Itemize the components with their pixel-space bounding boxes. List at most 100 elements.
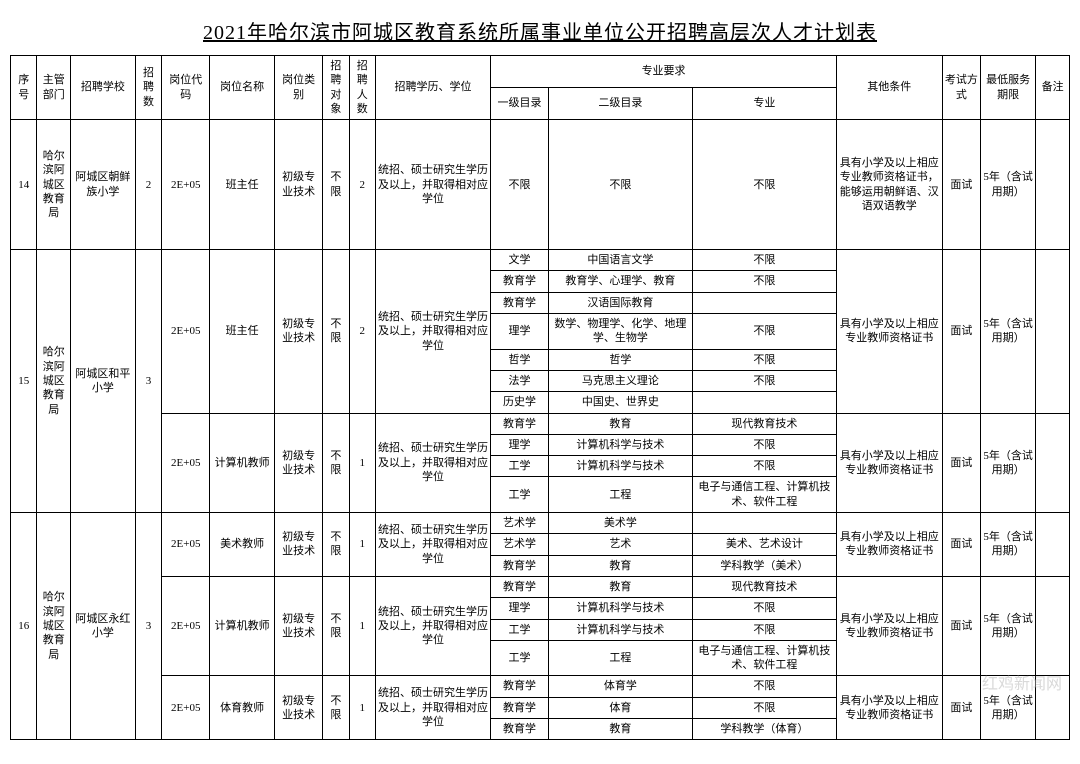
cell-code: 2E+05 (162, 513, 210, 577)
table-row: 2E+05 计算机教师 初级专业技术 不限 1 统招、硕士研究生学历及以上，并取… (11, 413, 1070, 434)
cell-l1: 哲学 (491, 349, 549, 370)
cell-l3: 不限 (692, 676, 836, 697)
h-posname: 岗位名称 (210, 56, 275, 120)
cell-note (1036, 413, 1070, 512)
cell-l1: 理学 (491, 314, 549, 350)
cell-exam: 面试 (942, 413, 980, 512)
cell-dept: 哈尔滨阿城区教育局 (37, 120, 71, 250)
cell-term: 5年（含试用期） (981, 120, 1036, 250)
h-l3: 专业 (692, 88, 836, 120)
cell-l2: 中国史、世界史 (548, 392, 692, 413)
cell-degree: 统招、硕士研究生学历及以上，并取得相对应学位 (375, 250, 490, 413)
cell-term: 5年（含试用期） (981, 676, 1036, 740)
cell-l2: 中国语言文学 (548, 250, 692, 271)
cell-term: 5年（含试用期） (981, 513, 1036, 577)
cell-l2: 汉语国际教育 (548, 292, 692, 313)
cell-postype: 初级专业技术 (275, 413, 323, 512)
cell-code: 2E+05 (162, 576, 210, 675)
cell-school: 阿城区和平小学 (71, 250, 136, 513)
cell-exam: 面试 (942, 676, 980, 740)
cell-postype: 初级专业技术 (275, 250, 323, 413)
cell-l1: 教育学 (491, 292, 549, 313)
cell-l1: 工学 (491, 456, 549, 477)
cell-l3: 学科教学（体育） (692, 719, 836, 740)
page-title: 2021年哈尔滨市阿城区教育系统所属事业单位公开招聘高层次人才计划表 (10, 16, 1070, 45)
cell-posname: 班主任 (210, 120, 275, 250)
cell-l2: 教育 (548, 719, 692, 740)
cell-degree: 统招、硕士研究生学历及以上，并取得相对应学位 (375, 676, 490, 740)
cell-l3: 不限 (692, 314, 836, 350)
cell-l1: 理学 (491, 598, 549, 619)
cell-l2: 艺术 (548, 534, 692, 555)
h-dept: 主管部门 (37, 56, 71, 120)
cell-posname: 计算机教师 (210, 413, 275, 512)
cell-l3 (692, 513, 836, 534)
cell-other: 具有小学及以上相应专业教师资格证书 (836, 576, 942, 675)
cell-target: 不限 (323, 413, 349, 512)
h-note: 备注 (1036, 56, 1070, 120)
cell-l3: 不限 (692, 120, 836, 250)
cell-target: 不限 (323, 513, 349, 577)
h-term: 最低服务期限 (981, 56, 1036, 120)
cell-l1: 法学 (491, 370, 549, 391)
cell-note (1036, 120, 1070, 250)
cell-l3: 不限 (692, 250, 836, 271)
cell-l3: 不限 (692, 370, 836, 391)
h-other: 其他条件 (836, 56, 942, 120)
cell-l2: 教育 (548, 413, 692, 434)
cell-count: 3 (135, 250, 161, 513)
cell-l3: 电子与通信工程、计算机技术、软件工程 (692, 477, 836, 513)
cell-l2: 体育 (548, 697, 692, 718)
cell-l1: 历史学 (491, 392, 549, 413)
cell-l1: 教育学 (491, 576, 549, 597)
cell-num: 2 (349, 120, 375, 250)
cell-l2: 哲学 (548, 349, 692, 370)
cell-l3: 不限 (692, 434, 836, 455)
cell-l2: 不限 (548, 120, 692, 250)
cell-l1: 文学 (491, 250, 549, 271)
cell-other: 具有小学及以上相应专业教师资格证书 (836, 676, 942, 740)
cell-l3: 不限 (692, 349, 836, 370)
cell-l2: 马克思主义理论 (548, 370, 692, 391)
cell-num: 1 (349, 513, 375, 577)
cell-l1: 教育学 (491, 697, 549, 718)
cell-l3: 美术、艺术设计 (692, 534, 836, 555)
cell-l3: 学科教学（美术） (692, 555, 836, 576)
cell-postype: 初级专业技术 (275, 120, 323, 250)
cell-note (1036, 513, 1070, 577)
cell-num: 2 (349, 250, 375, 413)
table-row: 2E+05 体育教师 初级专业技术 不限 1 统招、硕士研究生学历及以上，并取得… (11, 676, 1070, 697)
cell-term: 5年（含试用期） (981, 413, 1036, 512)
cell-target: 不限 (323, 576, 349, 675)
cell-l2: 工程 (548, 477, 692, 513)
table-row: 2E+05 计算机教师 初级专业技术 不限 1 统招、硕士研究生学历及以上，并取… (11, 576, 1070, 597)
cell-seq: 16 (11, 513, 37, 740)
cell-code: 2E+05 (162, 413, 210, 512)
cell-other: 具有小学及以上相应专业教师资格证书，能够运用朝鲜语、汉语双语教学 (836, 120, 942, 250)
cell-dept: 哈尔滨阿城区教育局 (37, 513, 71, 740)
cell-target: 不限 (323, 250, 349, 413)
cell-l3: 现代教育技术 (692, 576, 836, 597)
cell-l1: 艺术学 (491, 534, 549, 555)
cell-l2: 计算机科学与技术 (548, 434, 692, 455)
cell-seq: 15 (11, 250, 37, 513)
cell-school: 阿城区朝鲜族小学 (71, 120, 136, 250)
cell-other: 具有小学及以上相应专业教师资格证书 (836, 413, 942, 512)
cell-note (1036, 676, 1070, 740)
cell-degree: 统招、硕士研究生学历及以上，并取得相对应学位 (375, 576, 490, 675)
cell-seq: 14 (11, 120, 37, 250)
cell-code: 2E+05 (162, 120, 210, 250)
cell-num: 1 (349, 676, 375, 740)
header-row-1: 序号 主管部门 招聘学校 招聘数 岗位代码 岗位名称 岗位类别 招聘对象 招聘人… (11, 56, 1070, 88)
cell-l2: 教育 (548, 576, 692, 597)
cell-school: 阿城区永红小学 (71, 513, 136, 740)
cell-note (1036, 250, 1070, 413)
cell-count: 3 (135, 513, 161, 740)
cell-l1: 艺术学 (491, 513, 549, 534)
cell-l2: 计算机科学与技术 (548, 456, 692, 477)
h-l1: 一级目录 (491, 88, 549, 120)
cell-l1: 理学 (491, 434, 549, 455)
cell-l3 (692, 392, 836, 413)
h-exam: 考试方式 (942, 56, 980, 120)
table-row: 16 哈尔滨阿城区教育局 阿城区永红小学 3 2E+05 美术教师 初级专业技术… (11, 513, 1070, 534)
